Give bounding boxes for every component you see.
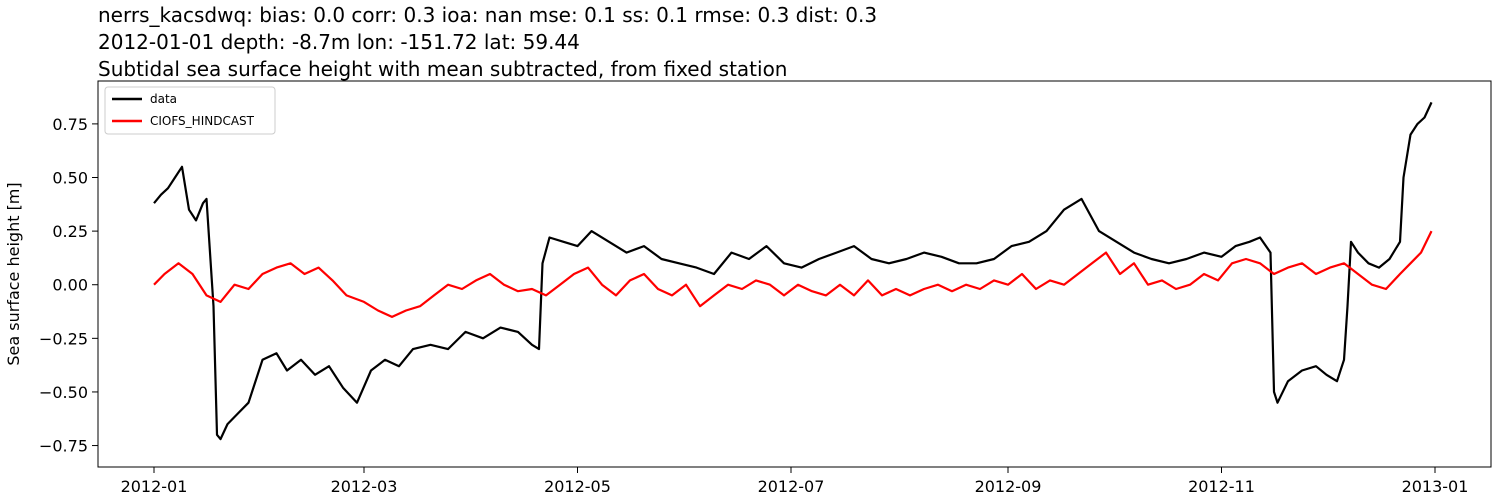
y-tick-label: −0.25 [39, 329, 88, 348]
chart-title: nerrs_kacsdwq: bias: 0.0 corr: 0.3 ioa: … [98, 3, 877, 81]
series-group [153, 101, 1433, 441]
title-line-3: Subtidal sea surface height with mean su… [98, 57, 787, 81]
x-axis: 2012-01 2012-03 2012-05 2012-07 2012-09 2012-… [121, 467, 1469, 496]
x-tick-label: 2012-01 [121, 477, 188, 496]
legend-label-data: data [150, 92, 177, 106]
y-tick-label: 0.50 [52, 169, 88, 188]
y-tick-label: 0.25 [52, 222, 88, 241]
y-axis-label: Sea surface height [m] [4, 182, 23, 365]
plot-area [97, 80, 1492, 468]
x-tick-label: 2012-07 [758, 477, 825, 496]
series-line-data [153, 101, 1433, 441]
legend-box [104, 86, 276, 135]
x-tick-label: 2012-05 [544, 477, 611, 496]
y-axis: 0.75 0.50 0.25 0.00 −0.25 −0.50 −0.75 [39, 115, 98, 456]
legend: data CIOFS_HINDCAST [104, 86, 276, 135]
x-tick-label: 2013-01 [1402, 477, 1469, 496]
title-line-2: 2012-01-01 depth: -8.7m lon: -151.72 lat… [98, 30, 580, 54]
series-line-ciofs-hindcast [153, 230, 1433, 318]
x-tick-label: 2012-03 [331, 477, 398, 496]
title-line-1: nerrs_kacsdwq: bias: 0.0 corr: 0.3 ioa: … [98, 3, 877, 27]
y-tick-label: 0.00 [52, 276, 88, 295]
legend-label-ciofs-hindcast: CIOFS_HINDCAST [150, 114, 255, 128]
y-tick-label: 0.75 [52, 115, 88, 134]
y-tick-label: −0.75 [39, 437, 88, 456]
x-tick-label: 2012-09 [975, 477, 1042, 496]
y-tick-label: −0.50 [39, 383, 88, 402]
x-tick-label: 2012-11 [1188, 477, 1255, 496]
